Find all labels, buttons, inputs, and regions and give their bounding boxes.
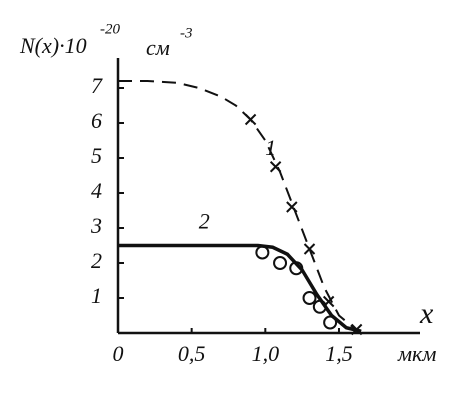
y-label-exp: -20 — [100, 21, 120, 37]
curve-label: 1 — [265, 135, 276, 160]
curve — [118, 243, 362, 333]
cross-point — [303, 243, 316, 255]
cross-point — [269, 161, 282, 173]
y-label: N(x)·10 — [19, 33, 87, 58]
cross-point — [244, 113, 257, 126]
x-unit: мкм — [397, 341, 436, 366]
cross-point — [350, 323, 363, 336]
y-tick-label: 3 — [90, 213, 102, 238]
y-tick-label: 2 — [91, 248, 102, 273]
y-tick-label: 1 — [91, 283, 102, 308]
y-tick-label: 4 — [91, 178, 102, 203]
x-tick-label: 1,5 — [325, 341, 353, 366]
x-tick-label: 0 — [113, 341, 124, 366]
circle-point — [273, 256, 288, 270]
x-tick-label: 1,0 — [252, 341, 280, 366]
x-tick-label: 0,5 — [178, 341, 206, 366]
y-tick-label: 7 — [91, 73, 103, 98]
circle-point — [323, 315, 338, 330]
curve — [118, 80, 362, 333]
y-unit-exp: -3 — [180, 25, 193, 41]
y-unit: см — [146, 35, 170, 60]
curve-label: 2 — [199, 209, 210, 234]
x-label: x — [419, 297, 434, 330]
y-tick-label: 6 — [91, 108, 102, 133]
y-tick-label: 5 — [91, 143, 102, 168]
circle-point — [255, 245, 270, 260]
circle-point — [312, 299, 327, 314]
cross-point — [286, 201, 298, 213]
circle-point — [289, 261, 304, 276]
circle-point — [302, 291, 317, 305]
